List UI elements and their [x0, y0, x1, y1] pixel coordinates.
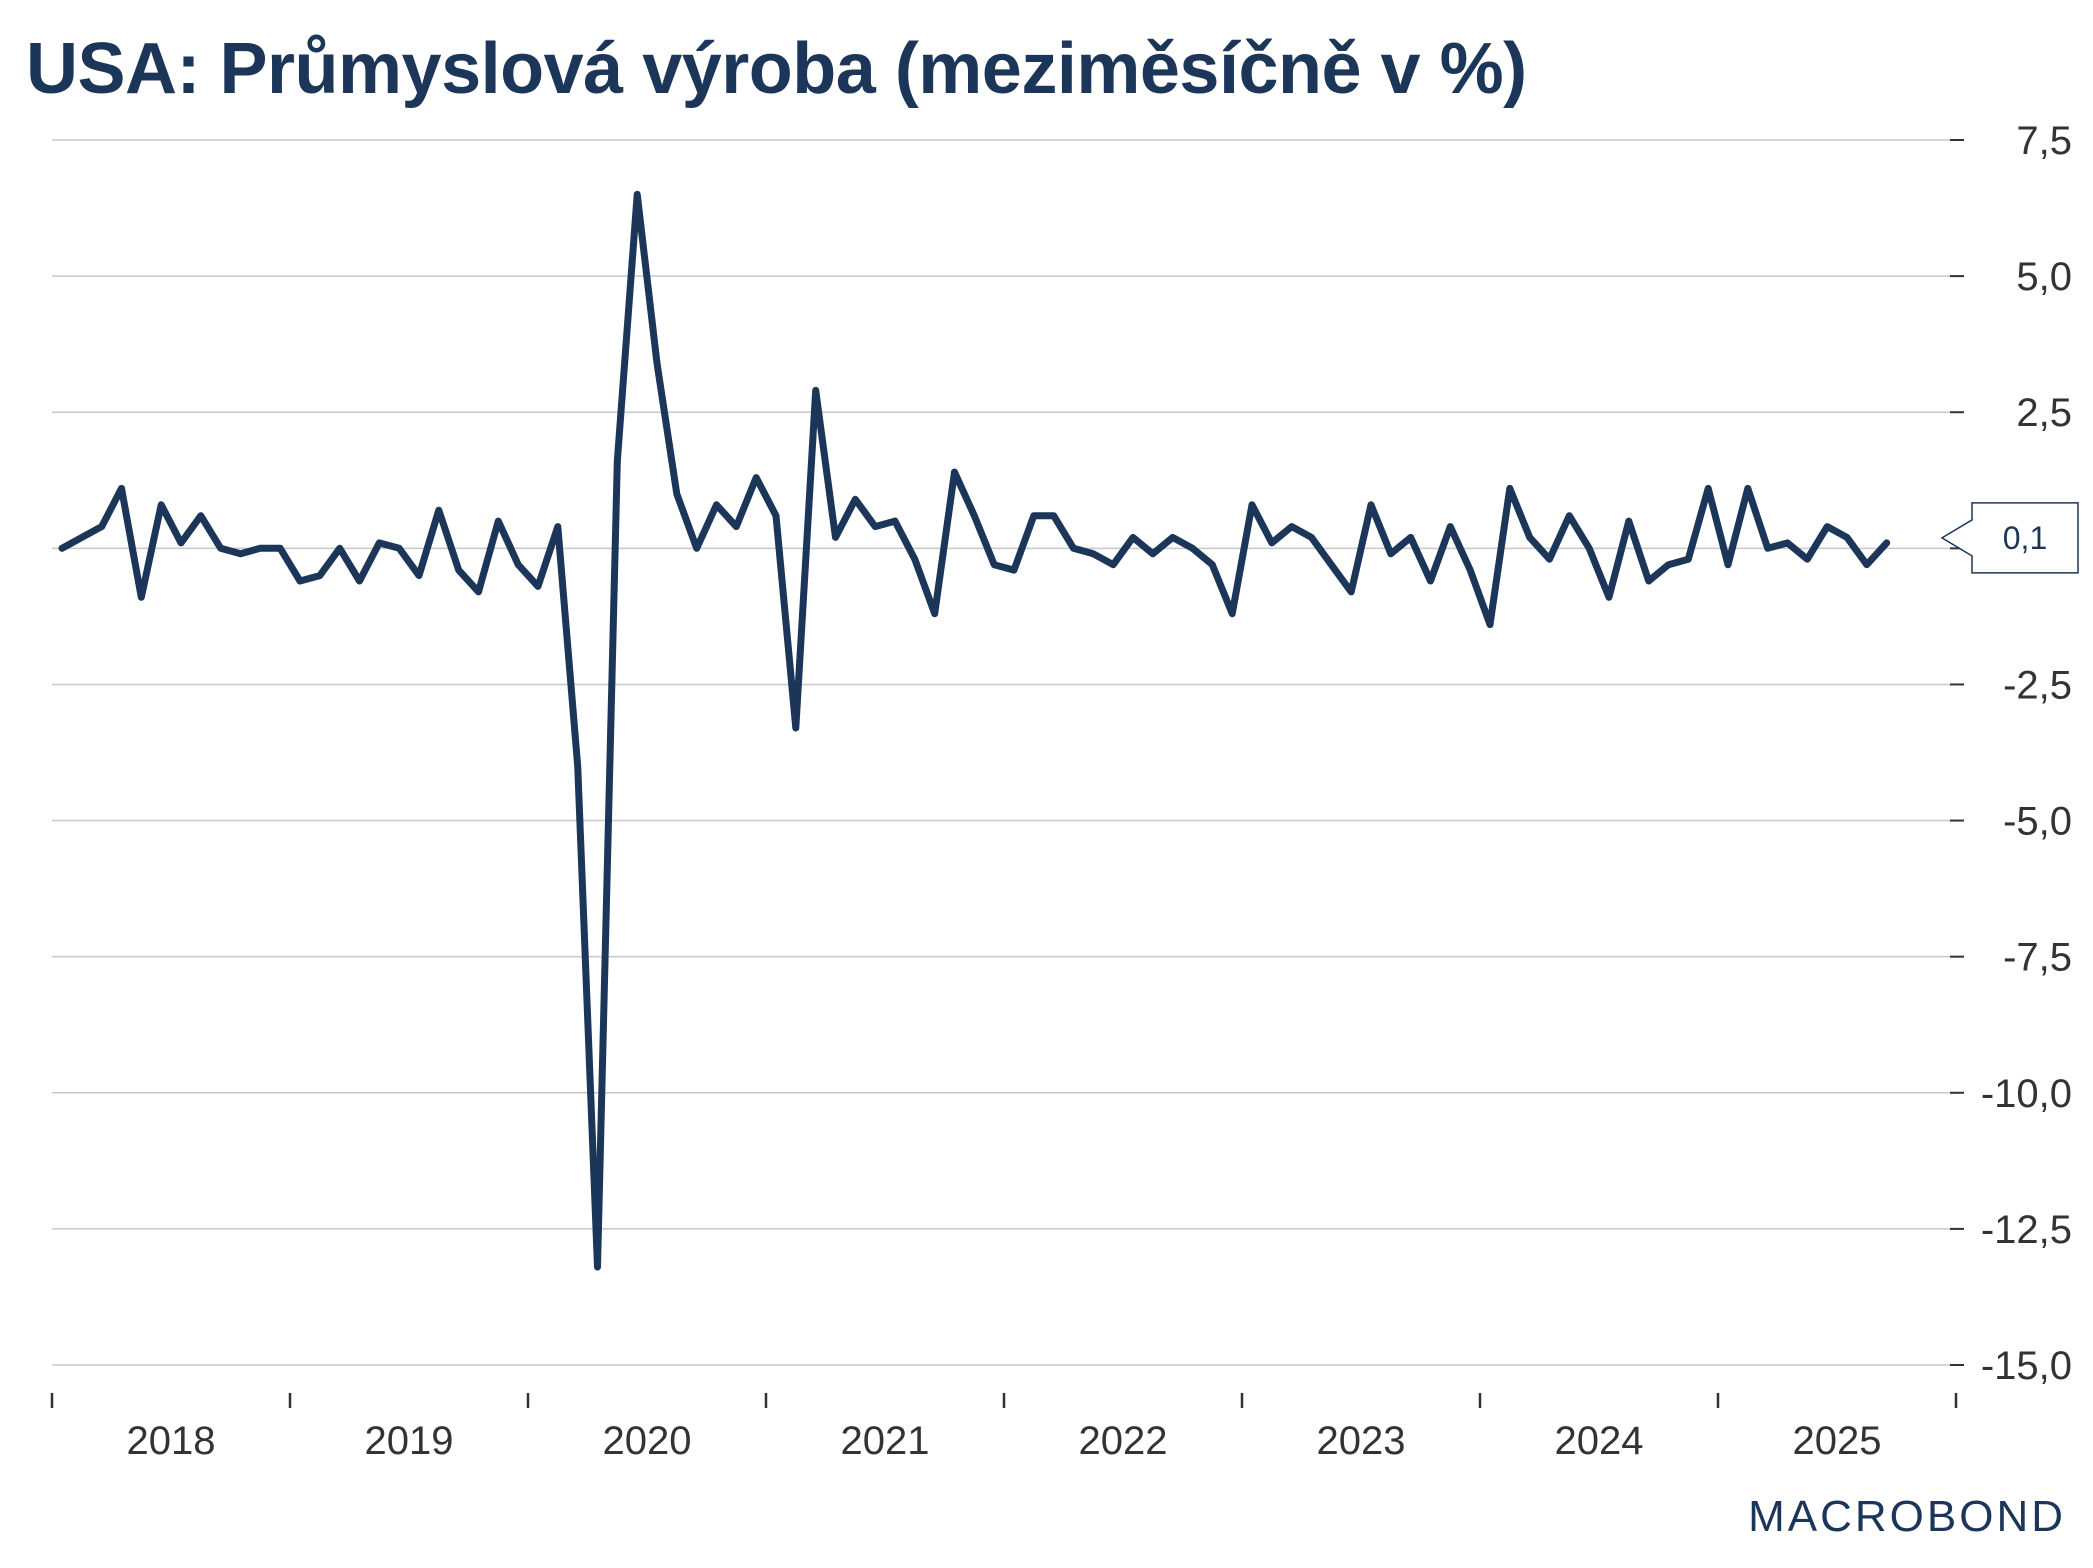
last-value-label: 0,1 [2003, 520, 2047, 556]
x-axis: 2018 2019 2020 2021 2022 2023 2024 2025 [50, 1393, 1958, 1463]
x-tick-label: 2021 [841, 1419, 930, 1463]
y-tick-label: -12,5 [1981, 1208, 2072, 1252]
y-tick-label: -7,5 [2003, 936, 2072, 980]
last-value-callout-box [1940, 502, 2079, 574]
x-tick-label: 2019 [365, 1419, 454, 1463]
gridlines [52, 139, 1950, 1366]
y-tick-label: -10,0 [1981, 1072, 2072, 1116]
x-tick-label: 2025 [1793, 1419, 1882, 1463]
macrobond-logo: MACROBOND [1748, 1492, 2066, 1541]
series-group [58, 190, 1891, 1271]
y-tick-label: 5,0 [2016, 255, 2072, 299]
y-axis: 7,55,02,50,0-2,5-5,0-7,5-10,0-12,5-15,0 [1950, 119, 2072, 1388]
y-tick-label: -15,0 [1981, 1344, 2072, 1388]
x-tick-label: 2024 [1555, 1419, 1644, 1463]
x-tick-label: 2023 [1317, 1419, 1406, 1463]
y-tick-label: -5,0 [2003, 800, 2072, 844]
y-tick-label: 7,5 [2016, 119, 2072, 163]
series-line [58, 190, 1891, 1271]
last-value-callout: 0,1 [1940, 502, 2079, 574]
x-tick-label: 2022 [1079, 1419, 1168, 1463]
y-tick-label: 2,5 [2016, 391, 2072, 435]
x-tick-label: 2020 [603, 1419, 692, 1463]
x-tick-label: 2018 [127, 1419, 216, 1463]
chart-title: USA: Průmyslová výroba (meziměsíčně v %) [26, 29, 1527, 109]
y-tick-label: -2,5 [2003, 663, 2072, 707]
